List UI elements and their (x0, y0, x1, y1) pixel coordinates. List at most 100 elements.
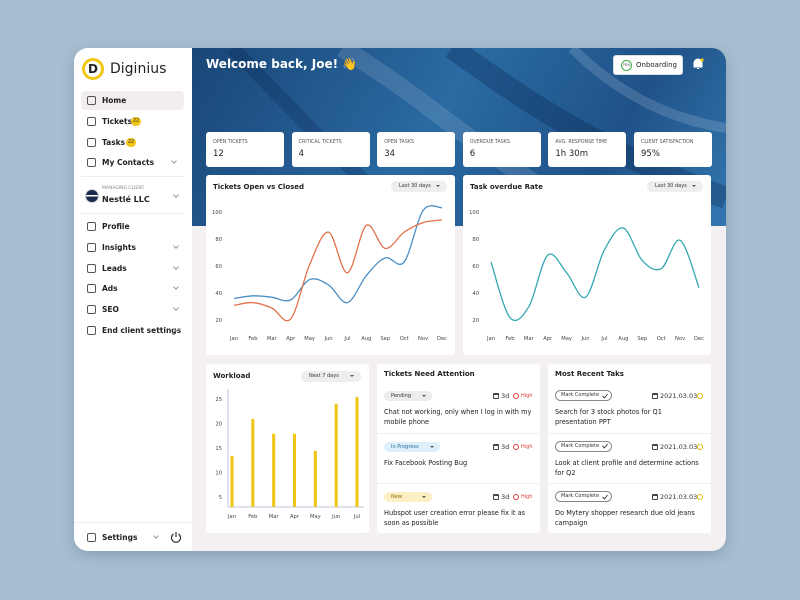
nav-label[interactable]: Profile (102, 222, 130, 231)
priority-icon (513, 393, 519, 399)
y-tick-label: 10 (215, 471, 222, 477)
status-dropdown[interactable]: New (384, 492, 432, 502)
y-tick-label: 15 (215, 446, 222, 452)
nav-label[interactable]: Ads (102, 284, 118, 294)
x-tick-label: Mar (524, 336, 535, 342)
bar (251, 418, 255, 507)
stat-value: 12 (213, 149, 224, 159)
nav-icon (87, 158, 96, 167)
nav-item[interactable]: My Contacts (81, 153, 184, 172)
ticket-text[interactable]: Hubspot user creation error please fix i… (384, 509, 526, 527)
task-text[interactable]: Do Mytery shopper research due old jeans… (555, 509, 695, 527)
status-dropdown[interactable]: In Progress (384, 441, 440, 452)
stat-value: 1h 30m (555, 149, 588, 159)
divider (81, 213, 184, 214)
stat-label: CRITICAL TICKETS (298, 140, 342, 145)
y-tick-label: 20 (472, 318, 479, 324)
stat-value: 4 (298, 149, 305, 159)
nav-label: Tasks (102, 138, 126, 147)
filter-dropdown[interactable]: Last 30 days (391, 181, 447, 192)
priority: High (521, 393, 533, 399)
status-caret (430, 445, 434, 448)
check (602, 393, 608, 399)
task-date: 2021.03.03. (660, 493, 700, 501)
stat-value: 34 (384, 149, 396, 159)
app-window: D Diginius Home Tickets 22 Tasks 22 My Contacts… (74, 48, 726, 551)
sidebar (74, 48, 192, 551)
power-button[interactable] (170, 531, 182, 543)
y-tick-label: 40 (472, 291, 479, 297)
nav-icon (87, 263, 96, 273)
task-text[interactable]: Look at client profile and determine act… (555, 458, 699, 477)
x-tick-label: Feb (248, 514, 258, 520)
x-tick-label: Nov (418, 336, 428, 342)
y-tick-label: 25 (215, 397, 222, 403)
tasks-panel: Most Recent Taks Mark Complete 2021.03.03.… (548, 364, 711, 533)
bar (293, 433, 296, 507)
client-name[interactable]: Nestlé LLC (102, 195, 150, 204)
priority-icon (513, 443, 519, 450)
divider (548, 432, 711, 434)
x-tick-label: Dec (437, 336, 447, 342)
mark-complete-button[interactable]: Mark Complete (555, 491, 612, 502)
x-tick-label: Nov (675, 336, 685, 342)
ticket-age: 3d (501, 442, 510, 451)
stat-card: OPEN TICKETS 12 (206, 132, 284, 167)
nav-item[interactable]: Tickets 22 (81, 112, 184, 131)
filter-dropdown[interactable]: Next 7 days (301, 371, 361, 382)
filter-dropdown[interactable]: Last 30 days (647, 181, 703, 192)
nav-label[interactable]: SEO (102, 305, 119, 315)
nav-icon (87, 138, 96, 147)
task-text[interactable]: Search for 3 stock photos for Q1 present… (555, 408, 662, 426)
chart-panel: Task overdue Rate Last 30 days 20 40 60 80 100… (463, 175, 711, 355)
chart: 5 10 15 20 25 Jan Feb Mar Apr May Jun Jul (215, 389, 364, 520)
nav-label[interactable]: Leads (102, 263, 127, 273)
nav-item[interactable]: Tasks 22 (81, 133, 184, 152)
nav-icon (87, 117, 96, 126)
nav-icon (87, 242, 96, 252)
client-caption: MANAGING CLIENT (102, 186, 145, 191)
filter-label: Last 30 days (655, 183, 687, 189)
stat-card: OPEN TASKS 34 (377, 132, 456, 167)
settings[interactable]: Settings (102, 533, 138, 542)
nav-icon (87, 222, 96, 231)
priority-icon (513, 494, 519, 500)
nav-item[interactable]: Home (81, 91, 184, 110)
task-date: 2021.03.03. (660, 392, 700, 400)
notification-bell[interactable] (691, 57, 705, 71)
action-label: Mark Complete (561, 392, 600, 398)
x-tick-label: Jan (486, 336, 495, 342)
ticket-text[interactable]: Fix Facebook Posting Bug (384, 458, 468, 467)
status-dropdown[interactable]: Pending (384, 391, 432, 401)
mark-complete-button[interactable]: Mark Complete (555, 390, 612, 401)
y-tick-label: 100 (212, 210, 222, 216)
y-tick-label: 100 (469, 210, 479, 216)
y-tick-label: 60 (472, 264, 479, 270)
power-icon (170, 533, 182, 543)
nav-label[interactable]: Insights (102, 242, 136, 252)
y-tick-label: 80 (472, 237, 479, 243)
clock-icon (697, 443, 703, 450)
x-tick-label: Apr (543, 336, 553, 342)
onboarding-button[interactable]: 70% Onboarding (613, 55, 683, 75)
x-tick-label: Jul (600, 336, 607, 342)
x-tick-label: Sep (380, 336, 390, 342)
progress-ring: 70% (621, 60, 632, 71)
mark-complete-button[interactable]: Mark Complete (555, 440, 612, 452)
y-tick-label: 5 (219, 495, 222, 501)
check (602, 494, 608, 500)
nav-icon (87, 284, 96, 294)
x-tick-label: Aug (361, 336, 371, 342)
ticket-text[interactable]: Chat not working, only when I log in wit… (384, 408, 532, 426)
x-tick-label: Jul (343, 336, 350, 342)
x-tick-label: Aug (618, 336, 628, 342)
nav-label[interactable]: End client settings (102, 326, 182, 335)
onboarding-label: Onboarding (636, 61, 677, 69)
line-series (233, 205, 443, 304)
stat-label: AVG. RESPONSE TIME (555, 140, 608, 145)
panel-title: Tickets Need Attention (384, 370, 475, 378)
status-label: Pending (391, 393, 411, 399)
line-series (490, 227, 700, 322)
stat-label: CLIENT SATISFACTION (641, 140, 694, 145)
nav-label: Home (102, 96, 127, 105)
